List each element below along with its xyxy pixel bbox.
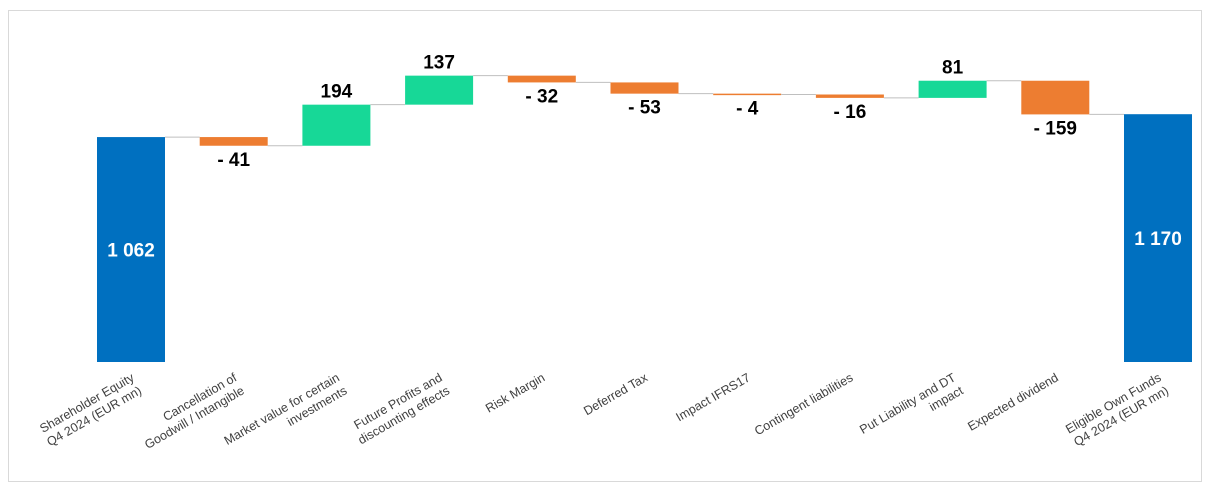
x-tick-label: Eligible Own FundsQ4 2024 (EUR mn) [1063, 370, 1171, 449]
decrease-bar [199, 137, 268, 146]
increase-bar [918, 80, 987, 98]
x-tick-label: Expected dividend [965, 370, 1061, 433]
chart-frame [8, 10, 1202, 482]
total-bar [97, 137, 165, 362]
increase-bar [302, 104, 371, 146]
data-label: 81 [942, 58, 964, 79]
data-label: 194 [321, 82, 353, 103]
x-tick-label: Market value for certaininvestments [222, 370, 350, 460]
data-label: 137 [423, 53, 455, 74]
data-label: - 159 [1034, 118, 1077, 139]
x-tick-label: Future Profits anddiscounting effects [348, 370, 452, 447]
data-label: - 32 [525, 86, 558, 107]
decrease-bar [610, 82, 679, 94]
data-label: - 41 [217, 150, 250, 171]
data-label: 1 062 [107, 241, 155, 262]
decrease-bar [713, 93, 782, 96]
data-label: 1 170 [1134, 229, 1182, 250]
increase-bar [405, 75, 474, 105]
data-label: - 16 [834, 102, 867, 123]
x-tick-label: Deferred Tax [581, 370, 650, 418]
x-tick-label: Risk Margin [483, 370, 547, 415]
total-bar [1124, 114, 1192, 362]
x-tick-label: Shareholder EquityQ4 2024 (EUR mn) [37, 370, 145, 449]
decrease-bar [815, 94, 884, 98]
decrease-bar [1021, 80, 1090, 115]
data-label: - 4 [736, 98, 759, 119]
x-tick-label: Put Liability and DTimpact [857, 370, 966, 450]
decrease-bar [507, 75, 576, 83]
data-label: - 53 [628, 98, 661, 119]
x-tick-label: Impact IFRS17 [673, 370, 752, 424]
x-tick-label: Contingent liabilities [752, 370, 855, 438]
